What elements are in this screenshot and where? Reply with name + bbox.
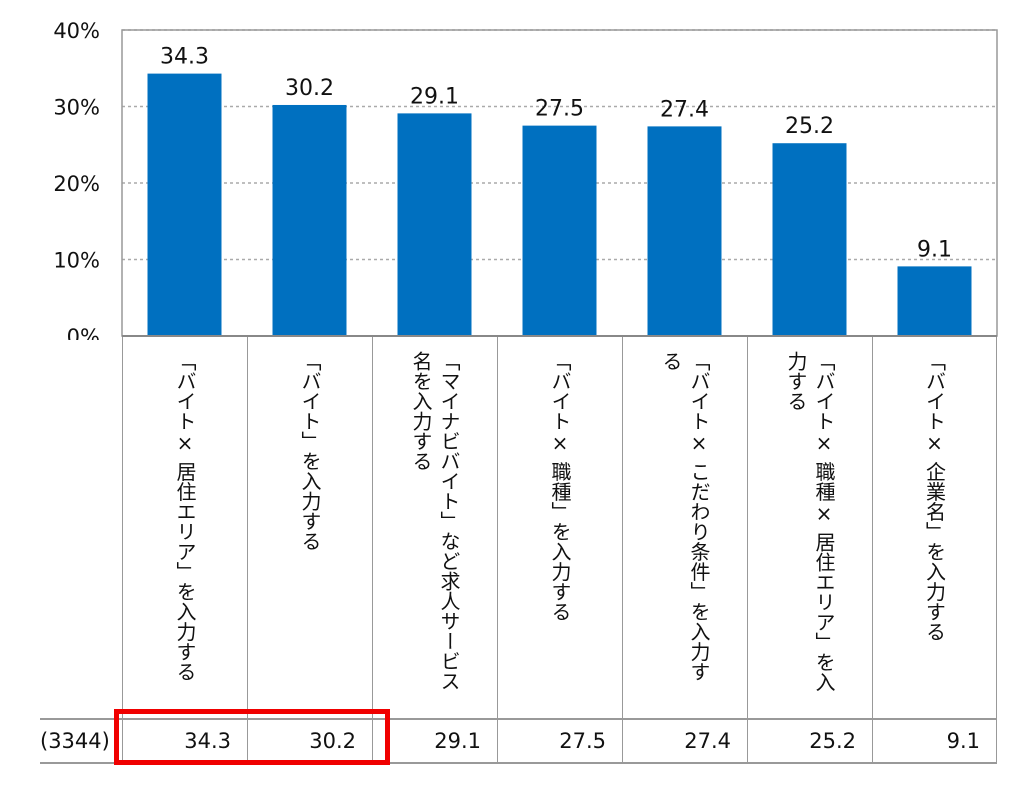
bar [147, 73, 222, 336]
data-table-row: (3344) 34.3 30.2 29.1 27.5 27.4 25.2 9.1 [40, 718, 997, 764]
category-label: 「バイト× 居住エリア」を入力する [122, 337, 247, 718]
y-tick-label: 30% [53, 96, 100, 120]
bar [647, 126, 722, 336]
y-tick-label: 40% [53, 19, 100, 43]
category-label: 「バイト× 職種× 居住エリア」を入力する [747, 337, 872, 718]
highlight-box [114, 709, 390, 765]
category-label: 「バイト× 職種」を入力する [497, 337, 622, 718]
category-label: 「バイト× 企業名」を入力する [872, 337, 997, 718]
data-label: 9.1 [917, 237, 952, 262]
bar [522, 125, 597, 336]
data-label: 27.4 [660, 97, 709, 122]
data-label: 29.1 [410, 84, 459, 109]
data-label: 25.2 [785, 114, 834, 139]
category-labels: 「バイト× 居住エリア」を入力する 「バイト」を入力する 「マイナビバイト」など… [122, 337, 997, 718]
category-label: 「バイト」を入力する [247, 337, 372, 718]
data-label: 30.2 [285, 76, 334, 101]
table-cell: 34.3 [122, 720, 247, 762]
table-cell: 30.2 [247, 720, 372, 762]
bar [272, 104, 347, 336]
data-label: 34.3 [160, 45, 209, 70]
category-label: 「バイト× こだわり条件」を入力する [622, 337, 747, 718]
bar [772, 143, 847, 336]
bar [397, 113, 472, 336]
table-cell: 9.1 [872, 720, 997, 762]
y-tick-label: 0% [67, 325, 100, 340]
y-tick-label: 20% [53, 172, 100, 196]
table-cell: 27.4 [622, 720, 747, 762]
bar [897, 266, 972, 336]
data-label: 27.5 [535, 97, 584, 122]
table-cell: 27.5 [497, 720, 622, 762]
sample-size: (3344) [40, 729, 110, 753]
table-cell: 25.2 [747, 720, 872, 762]
table-cell: 29.1 [372, 720, 497, 762]
category-label: 「マイナビバイト」など求人サービス名を入力する [372, 337, 497, 718]
bar-chart: 0% 10% 20% 30% 40% 34.3 30.2 29.1 27.5 27.4 25.2 9.… [53, 19, 998, 340]
y-tick-label: 10% [53, 249, 100, 273]
